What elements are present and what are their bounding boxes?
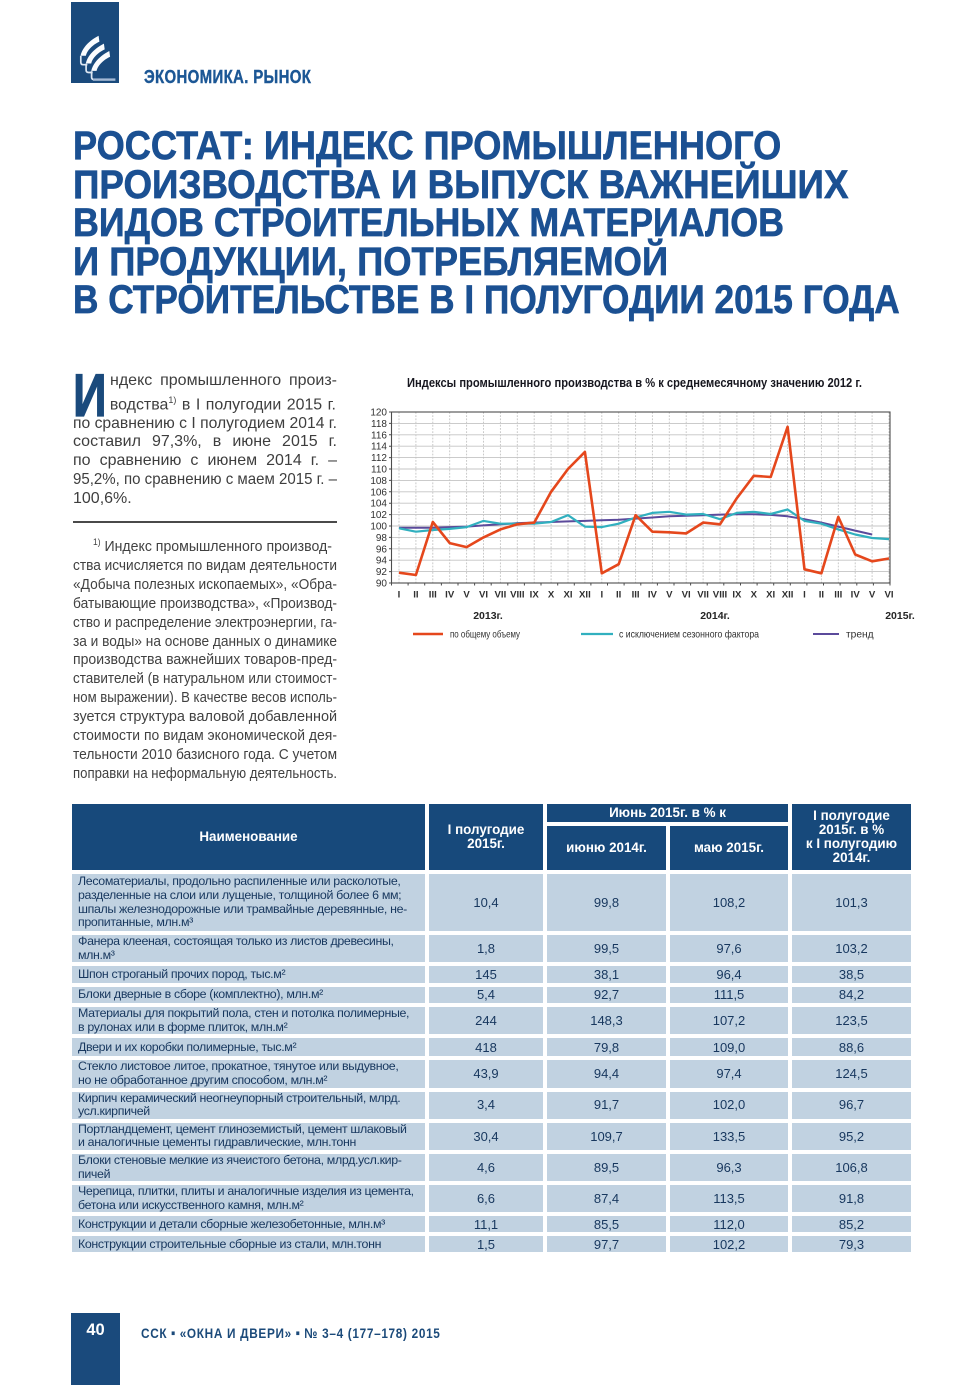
svg-text:116: 116: [371, 430, 387, 441]
svg-text:104: 104: [370, 499, 387, 510]
svg-text:108: 108: [370, 476, 387, 487]
svg-text:IV: IV: [851, 590, 861, 601]
svg-text:90: 90: [376, 579, 388, 590]
svg-text:III: III: [834, 590, 842, 601]
svg-text:X: X: [548, 590, 555, 601]
svg-text:118: 118: [371, 419, 387, 430]
svg-text:III: III: [632, 590, 640, 601]
svg-text:XII: XII: [579, 590, 591, 601]
svg-text:V: V: [463, 590, 470, 601]
svg-text:IX: IX: [530, 590, 540, 601]
svg-text:2013г.: 2013г.: [473, 610, 503, 622]
svg-text:IV: IV: [648, 590, 658, 601]
svg-text:II: II: [819, 590, 825, 601]
svg-text:I: I: [398, 590, 401, 601]
svg-text:II: II: [616, 590, 622, 601]
svg-text:120: 120: [370, 408, 387, 419]
svg-text:112: 112: [371, 453, 387, 464]
svg-text:VIII: VIII: [713, 590, 728, 601]
svg-text:тренд: тренд: [846, 630, 874, 641]
svg-text:X: X: [751, 590, 758, 601]
svg-text:96: 96: [376, 544, 388, 555]
svg-text:XI: XI: [766, 590, 775, 601]
svg-text:IV: IV: [445, 590, 455, 601]
svg-text:XI: XI: [563, 590, 572, 601]
svg-text:2014г.: 2014г.: [700, 610, 730, 622]
svg-text:110: 110: [371, 465, 387, 476]
svg-text:100: 100: [370, 522, 387, 533]
svg-text:VI: VI: [884, 590, 893, 601]
svg-text:92: 92: [376, 567, 388, 578]
svg-text:с исключением сезонного фактор: с исключением сезонного фактора: [619, 629, 759, 641]
svg-text:III: III: [429, 590, 437, 601]
svg-text:114: 114: [371, 442, 387, 453]
svg-text:V: V: [666, 590, 673, 601]
svg-text:XII: XII: [782, 590, 794, 601]
svg-text:I: I: [600, 590, 603, 601]
svg-text:по общему объему: по общему объему: [450, 629, 521, 641]
svg-text:II: II: [413, 590, 419, 601]
svg-text:98: 98: [376, 533, 388, 544]
svg-text:106: 106: [370, 487, 387, 498]
svg-text:VII: VII: [495, 590, 507, 601]
svg-text:Индексы промышленного производ: Индексы промышленного производства в % к…: [407, 375, 862, 390]
svg-text:2015г.: 2015г.: [885, 610, 915, 622]
svg-text:VI: VI: [479, 590, 488, 601]
svg-text:VII: VII: [697, 590, 709, 601]
svg-text:94: 94: [376, 556, 388, 567]
svg-text:I: I: [803, 590, 806, 601]
svg-text:VI: VI: [682, 590, 691, 601]
svg-text:IX: IX: [732, 590, 742, 601]
svg-text:VIII: VIII: [510, 590, 525, 601]
svg-text:V: V: [869, 590, 876, 601]
svg-text:102: 102: [370, 510, 387, 521]
